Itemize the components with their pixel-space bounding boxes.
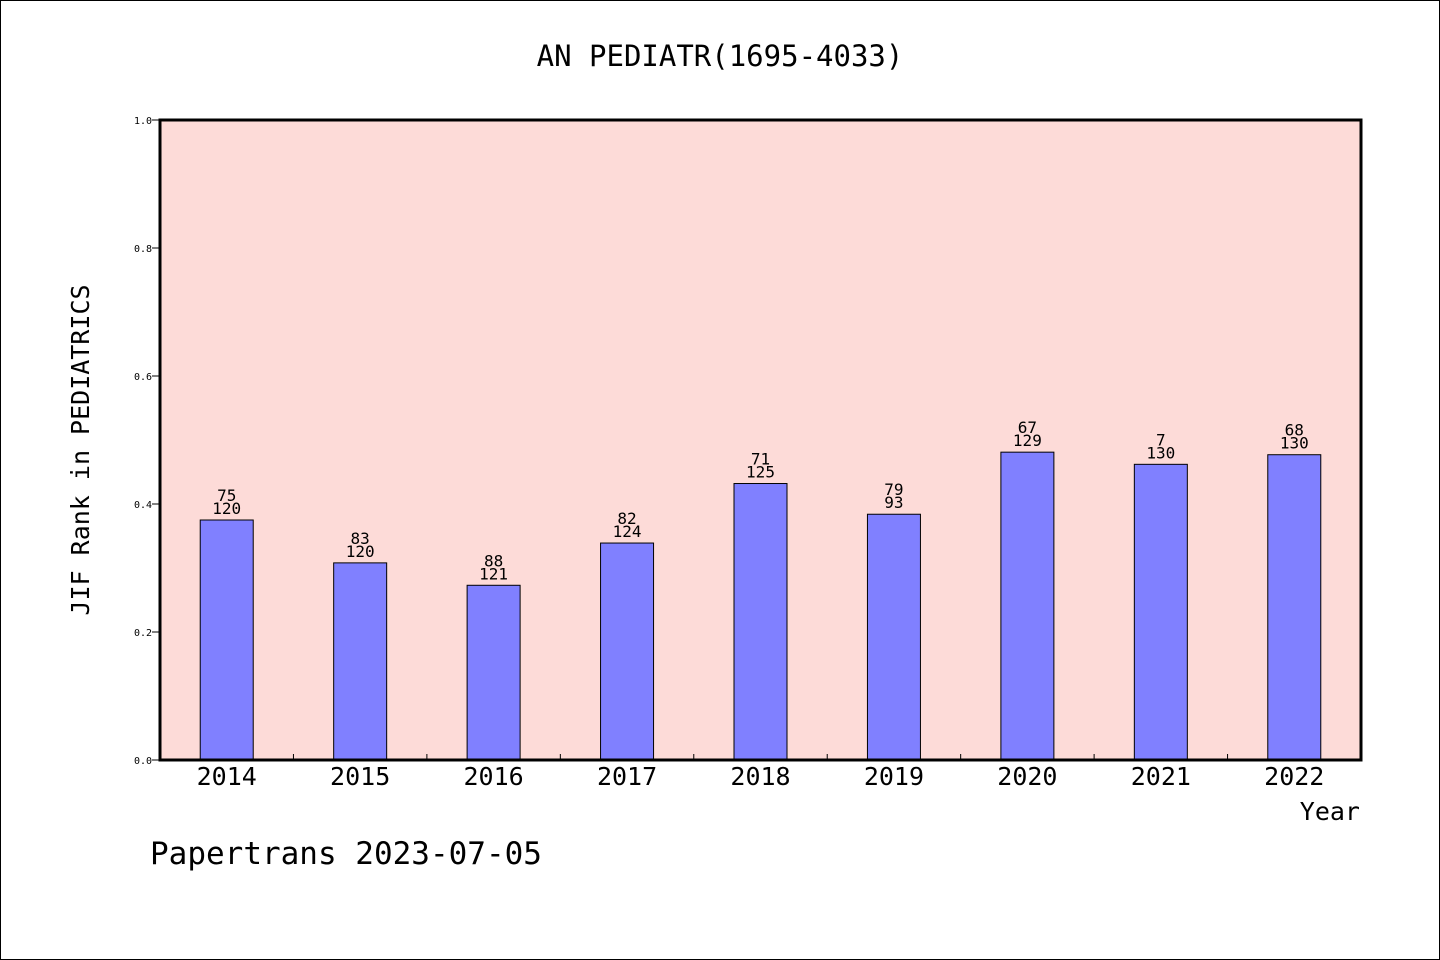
y-tick-label: 0.8 (134, 244, 152, 255)
x-tick-label: 2015 (330, 762, 390, 791)
bar-total-label: 124 (613, 522, 642, 541)
chart-title: AN PEDIATR(1695-4033) (537, 39, 904, 73)
x-tick-label: 2014 (197, 762, 257, 791)
y-tick-label: 0.6 (134, 372, 152, 383)
bar (333, 562, 388, 761)
bar-total-label: 130 (1280, 434, 1309, 453)
x-tick-label: 2020 (997, 762, 1057, 791)
x-tick-label: 2021 (1131, 762, 1191, 791)
y-axis-ticks: 0.0 0.2 0.4 0.6 0.8 1.0 (134, 116, 160, 767)
bar-rank-label: 83 (351, 529, 370, 548)
bar-rank-label: 75 (217, 486, 236, 505)
bars (199, 451, 1322, 761)
y-tick-label: 1.0 (134, 116, 152, 127)
bar-total-label: 125 (746, 463, 775, 482)
bar (600, 542, 655, 761)
bar-total-label: 121 (479, 564, 508, 583)
bar-total-label: 93 (884, 493, 903, 512)
bar-rank-label: 68 (1285, 421, 1304, 440)
bar-total-label: 120 (346, 542, 375, 561)
y-tick-label: 0.2 (134, 628, 152, 639)
y-axis-label: JIF Rank in PEDIATRICS (66, 284, 95, 615)
x-tick-label: 2022 (1264, 762, 1324, 791)
bar-rank-label: 82 (617, 509, 636, 528)
x-axis-label: Year (1300, 797, 1360, 826)
bar (1267, 454, 1322, 761)
bar-rank-label: 79 (884, 480, 903, 499)
x-axis-ticks: 2014 2015 2016 2017 2018 2019 2020 2021 2022 (197, 754, 1324, 791)
bar-total-label: 130 (1146, 443, 1175, 462)
bar (1133, 463, 1188, 761)
watermark-text: Papertrans 2023-07-05 (150, 836, 542, 872)
x-tick-label: 2018 (730, 762, 790, 791)
bar-rank-label: 88 (484, 551, 503, 570)
bar-rank-label: 67 (1018, 418, 1037, 437)
bar (199, 519, 254, 761)
x-tick-label: 2017 (597, 762, 657, 791)
bar-total-label: 129 (1013, 431, 1042, 450)
y-tick-label: 0.4 (134, 500, 152, 511)
bar-rank-label: 71 (751, 450, 770, 469)
y-tick-label: 0.0 (134, 756, 152, 767)
bar (466, 584, 521, 761)
bar (866, 513, 921, 761)
plot-border (158, 118, 1363, 762)
bar (1000, 451, 1055, 761)
bar (733, 483, 788, 761)
bar-total-label: 120 (212, 499, 241, 518)
x-tick-label: 2019 (864, 762, 924, 791)
bar-rank-label: 7 (1156, 430, 1166, 449)
x-tick-label: 2016 (464, 762, 524, 791)
